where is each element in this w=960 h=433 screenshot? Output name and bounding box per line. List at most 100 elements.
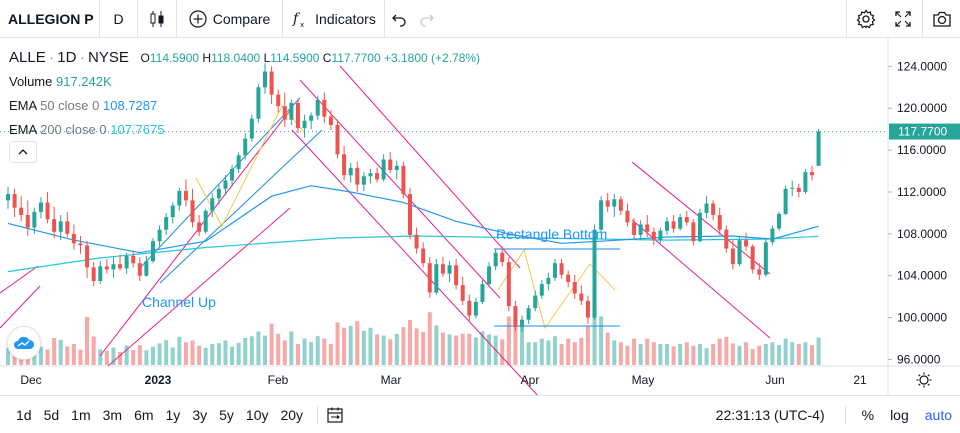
axis-settings-icon-ray [927, 383, 930, 386]
candle [645, 215, 650, 238]
candle-body [697, 212, 702, 242]
candle-body [170, 205, 175, 218]
range-6m[interactable]: 6m [134, 406, 154, 423]
range-10y[interactable]: 10y [245, 406, 269, 423]
candle-body [388, 159, 393, 170]
volume-bar [45, 349, 50, 365]
candle-body [460, 285, 465, 301]
legend-volume-row[interactable]: Volume 917.242K [9, 70, 480, 94]
candle [513, 300, 518, 332]
candle [243, 133, 248, 160]
log-toggle[interactable]: log [890, 407, 909, 423]
candle [210, 193, 215, 218]
candle-body [632, 222, 637, 235]
range-1d[interactable]: 1d [16, 406, 32, 423]
volume-bar [434, 325, 439, 365]
compare-button[interactable]: Compare [177, 0, 283, 38]
time-tick-label: Apr [521, 373, 540, 387]
range-3y[interactable]: 3y [192, 406, 208, 423]
fullscreen-button[interactable] [884, 0, 922, 38]
volume-bar [421, 332, 426, 365]
candle-body [414, 234, 419, 249]
volume-bar [533, 342, 538, 365]
candle-body [803, 172, 808, 192]
ema50-label: EMA [9, 98, 37, 113]
volume-bar [137, 345, 142, 365]
candle-body [223, 180, 228, 189]
volume-bar [684, 342, 689, 365]
candle [144, 255, 149, 277]
candle [19, 196, 24, 222]
volume-bar [546, 340, 551, 365]
volume-bar [816, 337, 821, 365]
volume-bar [348, 326, 353, 365]
range-20y[interactable]: 20y [280, 406, 304, 423]
candle-body [579, 293, 584, 301]
redo-button[interactable] [413, 0, 441, 38]
candle [361, 172, 366, 191]
candle-body [361, 176, 366, 185]
candle [599, 196, 604, 233]
candle-body [401, 165, 406, 195]
volume-bar [230, 346, 235, 365]
range-5d[interactable]: 5d [43, 406, 60, 423]
candle-body [65, 221, 70, 234]
candle [407, 187, 412, 240]
candle [711, 200, 716, 221]
candle [566, 270, 571, 288]
candle-body [473, 301, 478, 316]
candle [348, 162, 353, 183]
indicators-button[interactable]: f x Indicators [283, 0, 385, 38]
range-1y[interactable]: 1y [165, 406, 181, 423]
candle [783, 185, 788, 216]
candle [223, 175, 228, 196]
axis-settings-icon-ring [919, 375, 929, 385]
candle [440, 256, 445, 277]
legend-collapse-button[interactable] [9, 141, 37, 163]
candle-body [190, 200, 195, 223]
chart-legend: ALLE · 1D · NYSE O114.5900 H118.0400 L11… [9, 46, 480, 142]
volume-bar [605, 332, 610, 365]
volume-bar [355, 321, 360, 365]
candle [170, 202, 175, 224]
candle-body [796, 187, 801, 192]
price-tick-label: 104.0000 [897, 269, 947, 283]
chart-type-button[interactable] [138, 0, 177, 38]
candle-body [763, 242, 768, 275]
range-5y[interactable]: 5y [219, 406, 234, 423]
svg-text:x: x [300, 21, 304, 28]
chevron-up-icon [18, 149, 28, 155]
toolbar-right [846, 0, 960, 38]
legend-ema200-row[interactable]: EMA 200 close 0 107.7675 [9, 118, 480, 142]
volume-bar [295, 344, 300, 365]
symbol-search[interactable]: ALLEGION P [0, 0, 100, 38]
range-3m[interactable]: 3m [102, 406, 123, 423]
volume-bar [480, 331, 485, 365]
tradingview-logo[interactable] [7, 326, 41, 360]
channel-up-label: Channel Up [142, 294, 216, 310]
cloud-chart-icon [14, 336, 35, 349]
candle-body [124, 255, 129, 269]
price-chart[interactable]: Channel Up Rectangle Bottom 124.0000 120.00… [0, 38, 960, 395]
clock-time[interactable]: 22:31:13 (UTC-4) [715, 407, 825, 423]
last-price-label: 117.7700 [898, 125, 947, 139]
range-1m[interactable]: 1m [71, 406, 91, 423]
settings-button[interactable] [846, 0, 884, 38]
volume-bar [65, 346, 70, 365]
price-tick-label: 100.0000 [897, 311, 947, 325]
volume-bar [539, 338, 544, 365]
candle [763, 238, 768, 277]
auto-toggle[interactable]: auto [924, 407, 952, 423]
legend-ema50-row[interactable]: EMA 50 close 0 108.7287 [9, 94, 480, 118]
undo-button[interactable] [385, 0, 413, 38]
trend-line [0, 285, 41, 329]
legend-close-label: C [322, 51, 332, 65]
percent-toggle[interactable]: % [861, 407, 875, 423]
candle-body [375, 173, 380, 180]
snapshot-button[interactable] [922, 0, 960, 38]
goto-date-button[interactable] [326, 406, 344, 424]
interval-selector[interactable]: D [100, 0, 138, 38]
candle-body [381, 159, 386, 180]
candle-body [91, 267, 96, 281]
volume-bar [157, 343, 162, 365]
